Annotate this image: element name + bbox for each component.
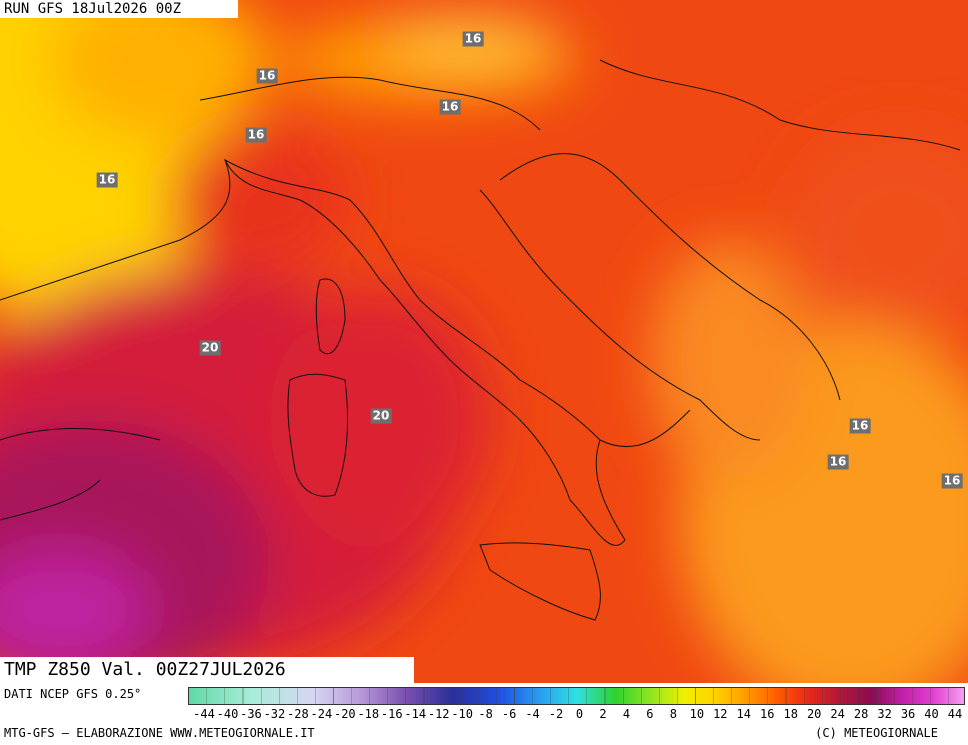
france-coast [0,159,231,301]
colorbar-label: -14 [404,707,427,721]
colorbar-label: -36 [240,707,262,721]
colorbar-label: 2 [599,707,607,721]
temperature-map [0,0,968,683]
italy-coast [223,158,626,546]
colorbar-label: 36 [900,707,916,721]
contour-label: 20 [370,408,392,424]
colorbar-label: 44 [947,707,963,721]
colorbar-label: -40 [216,707,239,721]
colorbar-label: 18 [783,707,798,721]
colorbar-label: 12 [713,707,728,721]
source-label: DATI NCEP GFS 0.25° [4,687,142,701]
run-label: RUN GFS 18Jul2026 00Z [0,0,238,18]
colorbar-label: -16 [380,707,403,721]
contour-label: 16 [827,454,849,470]
sardinia [287,373,348,497]
colorbar-label: -18 [357,707,380,721]
colorbar-label: -6 [501,707,517,721]
colorbar-label: 16 [760,707,775,721]
colorbar-label: -28 [287,707,309,721]
contour-label: 16 [256,68,278,84]
colorbar-label: 6 [646,707,654,721]
colorbar-label: -32 [263,707,286,721]
colorbar-label: 40 [924,707,939,721]
colorbar-label: -24 [310,707,333,721]
contour-label: 16 [96,172,118,188]
corsica [315,278,346,355]
valid-label: TMP Z850 Val. 00Z27JUL2026 [0,657,414,683]
colorbar-label: -44 [193,707,215,721]
colorbar-label: 24 [830,707,845,721]
borders [199,59,961,151]
colorbar-label: -10 [451,707,473,721]
temperature-field [0,0,968,683]
colorbar-label: -20 [333,707,356,721]
coastlines [0,59,961,621]
apulia-coast [599,409,691,447]
adriatic-coast [479,189,761,441]
colorbar [188,687,965,705]
colorbar-label: -4 [525,707,540,721]
sicily [479,542,601,621]
colorbar-label: 0 [575,707,584,721]
contour-label: 16 [849,418,871,434]
colorbar-label: 8 [669,707,677,721]
copyright: (C) METEOGIORNALE [815,726,938,740]
colorbar-label: 28 [853,707,869,721]
colorbar-label: -8 [478,707,493,721]
colorbar-label: 10 [689,707,705,721]
credit: MTG-GFS — ELABORAZIONE WWW.METEOGIORNALE… [4,726,315,740]
colorbar-label: 4 [622,707,631,721]
colorbar-label: -12 [427,707,450,721]
colorbar-label: -2 [548,707,564,721]
contour-label: 16 [941,473,963,489]
contour-label: 16 [245,127,267,143]
colorbar-label: 20 [806,707,822,721]
contour-label: 16 [439,99,461,115]
contour-label: 20 [199,340,221,356]
colorbar-label: 32 [877,707,892,721]
africa-coast [0,428,161,521]
contour-label: 16 [462,31,484,47]
colorbar-label: 14 [736,707,752,721]
balkan-coast [499,153,841,401]
